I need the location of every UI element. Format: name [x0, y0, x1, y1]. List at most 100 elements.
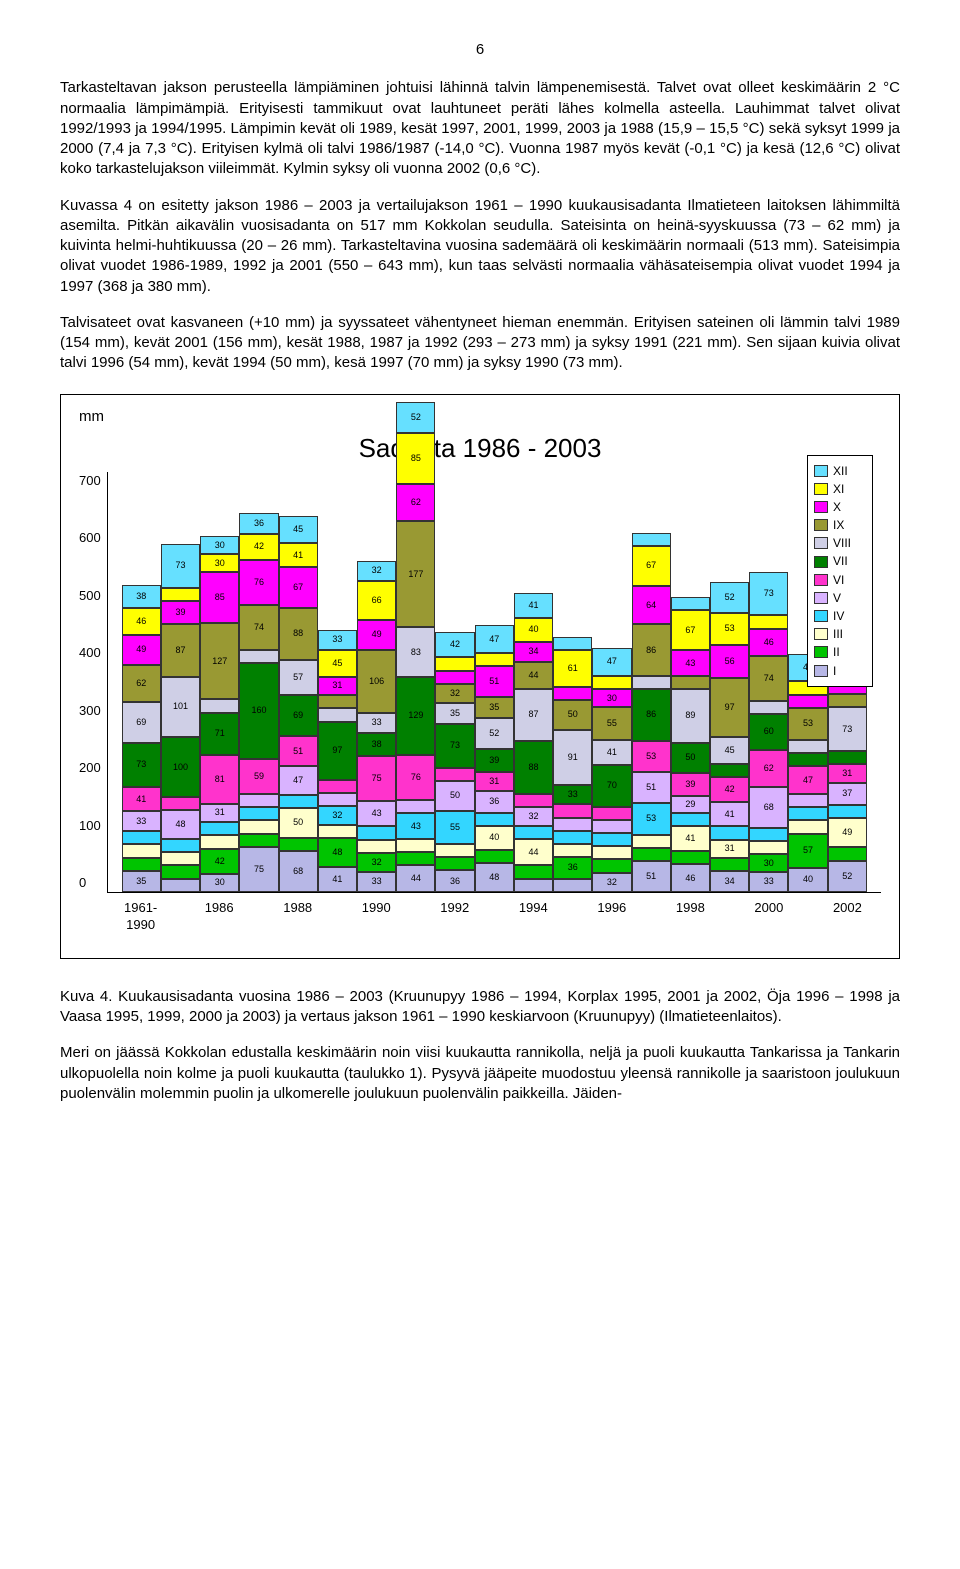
x-tick: 1998	[671, 899, 710, 934]
bar-segment: 41	[671, 826, 710, 851]
bar-segment: 45	[710, 737, 749, 764]
bar-segment: 35	[475, 697, 514, 718]
bar-segment: 47	[592, 648, 631, 676]
bar-segment	[514, 879, 553, 892]
bar-segment: 67	[279, 567, 318, 607]
bar-segment: 44	[514, 662, 553, 688]
bar-segment	[239, 834, 278, 847]
bar-segment	[632, 676, 671, 689]
bar-segment: 46	[749, 629, 788, 657]
bar-segment: 51	[475, 666, 514, 697]
paragraph-1: Tarkasteltavan jakson perusteella lämpiä…	[60, 78, 900, 179]
bar-segment: 68	[279, 851, 318, 892]
bar-segment: 41	[279, 543, 318, 568]
legend-label: XI	[833, 481, 844, 497]
bar-segment: 44	[514, 839, 553, 865]
bar-segment	[671, 597, 710, 610]
bar-segment	[435, 768, 474, 781]
bar-segment: 73	[122, 743, 161, 787]
bar-segment: 29	[671, 796, 710, 813]
y-tick: 500	[79, 587, 101, 605]
bar-segment: 88	[279, 608, 318, 661]
bar-segment: 85	[200, 572, 239, 623]
legend-swatch	[814, 574, 828, 586]
bar-segment: 73	[828, 707, 867, 751]
bar-segment: 36	[553, 857, 592, 879]
bar-segment	[475, 813, 514, 826]
bar-segment: 30	[200, 536, 239, 554]
bar-segment	[710, 858, 749, 871]
bar-segment: 36	[435, 870, 474, 892]
bar-segment: 87	[161, 624, 200, 676]
bar-segment	[200, 822, 239, 835]
bar-segment: 41	[514, 593, 553, 618]
bar-segment: 38	[122, 585, 161, 608]
bar-segment: 38	[357, 733, 396, 756]
x-tick	[474, 899, 513, 934]
bar-segment: 32	[318, 806, 357, 825]
bar: 36555073353242	[435, 632, 474, 892]
x-tick	[710, 899, 749, 934]
bar-segment	[396, 852, 435, 865]
x-tick: 2000	[749, 899, 788, 934]
bar-segment: 53	[632, 741, 671, 773]
bar-segment	[161, 797, 200, 810]
bar-segment	[553, 637, 592, 650]
y-tick: 600	[79, 529, 101, 547]
bar-segment: 33	[122, 811, 161, 831]
bar-segment	[828, 805, 867, 818]
legend-swatch	[814, 465, 828, 477]
bar-segment: 69	[279, 695, 318, 736]
bar-segment: 36	[475, 791, 514, 813]
bar-segment	[788, 740, 827, 753]
bar-segment	[671, 851, 710, 864]
bar-segment: 33	[318, 630, 357, 650]
bar-segment: 67	[671, 610, 710, 650]
bar-segment: 40	[475, 826, 514, 850]
bar-segment: 32	[357, 561, 396, 580]
bar-segment: 91	[553, 730, 592, 785]
bar-segment: 52	[710, 582, 749, 613]
x-tick	[631, 899, 670, 934]
bar-segment	[435, 671, 474, 684]
legend-label: IV	[833, 608, 844, 624]
bar-segment: 42	[239, 534, 278, 559]
bar-segment: 43	[671, 650, 710, 676]
legend-label: X	[833, 499, 841, 515]
bar-segment: 43	[396, 813, 435, 839]
bar-segment: 85	[396, 433, 435, 484]
y-ticks: 7006005004003002001000	[79, 472, 101, 892]
x-tick: 1992	[435, 899, 474, 934]
legend-label: XII	[833, 463, 848, 479]
bar-segment	[632, 848, 671, 861]
legend-label: II	[833, 644, 840, 660]
bar-segment: 43	[357, 801, 396, 827]
paragraph-4: Meri on jäässä Kokkolan edustalla keskim…	[60, 1043, 900, 1104]
bar-segment: 37	[828, 783, 867, 805]
bar-segment: 36	[239, 513, 278, 535]
x-tick	[396, 899, 435, 934]
bar-segment	[318, 780, 357, 793]
legend-row: VI	[814, 572, 866, 588]
bar-segment: 53	[632, 803, 671, 835]
bar-segment: 52	[475, 718, 514, 749]
x-tick: 1988	[278, 899, 317, 934]
bar-segment	[161, 879, 200, 892]
bar: 48100101873973	[161, 544, 200, 892]
legend-row: II	[814, 644, 866, 660]
bar: 3330686260744673	[749, 572, 788, 892]
bar-segment	[396, 800, 435, 813]
y-tick: 700	[79, 472, 101, 490]
bar-segment: 51	[632, 772, 671, 803]
legend-swatch	[814, 501, 828, 513]
bar-segment	[200, 699, 239, 712]
bar-segment: 53	[788, 708, 827, 740]
bar-segment	[122, 858, 161, 871]
bar-segment	[475, 653, 514, 666]
bar-segment: 30	[749, 854, 788, 872]
bar-segment: 47	[475, 625, 514, 653]
legend-label: III	[833, 626, 843, 642]
bar-segment: 33	[553, 785, 592, 805]
bar: 3042318171127853030	[200, 536, 239, 892]
y-tick: 100	[79, 817, 101, 835]
